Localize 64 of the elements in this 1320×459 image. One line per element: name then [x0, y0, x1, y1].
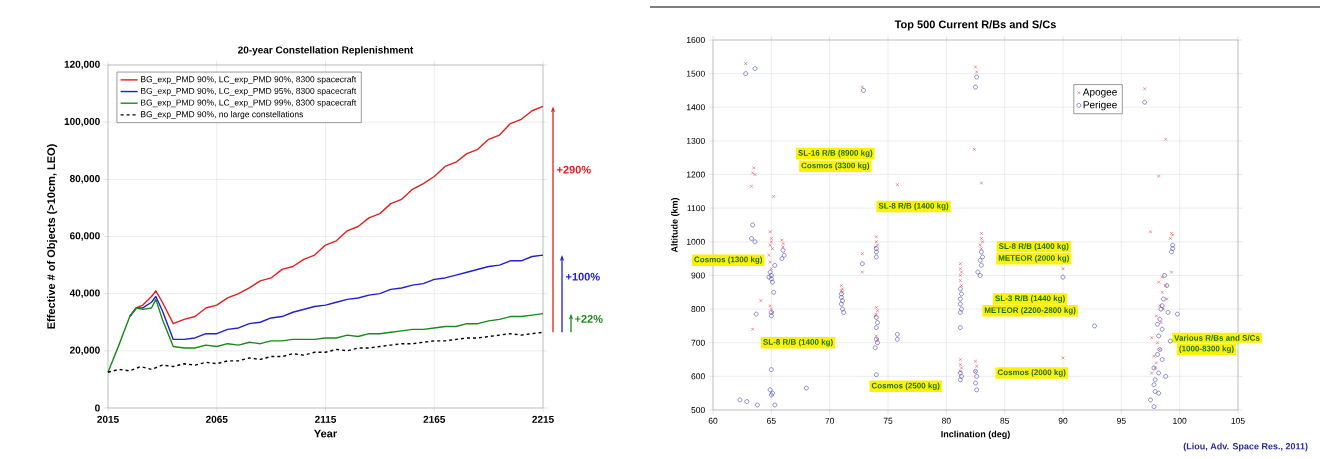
text: +290% [556, 165, 591, 174]
annotation: Cosmos (2500 kg) [871, 382, 940, 391]
y-tick-label: 60,000 [69, 232, 100, 241]
x-tick-label: 2165 [423, 415, 446, 423]
x-tick-label: 95 [1117, 417, 1126, 424]
x-tick-label: 90 [1058, 417, 1068, 424]
y-tick-label: 1400 [686, 104, 705, 111]
y-tick-label: 1300 [686, 137, 705, 144]
annotation: METEOR (2000 kg) [998, 254, 1069, 263]
annotation: Cosmos (1300 kg) [694, 256, 763, 264]
x-tick-label: 75 [883, 417, 893, 424]
x-tick-label: 60 [708, 417, 718, 424]
annotation: Various R/Bs and S/Cs [1174, 334, 1260, 341]
x-tick-label: 2015 [97, 415, 119, 423]
legend-label: Perigee [1083, 100, 1117, 111]
text: (Liou, Adv. Space Res., 2011) [1183, 442, 1308, 452]
y-tick-label: 1000 [686, 238, 705, 245]
y-tick-label: 1100 [687, 205, 705, 212]
y-tick-label: 800 [691, 306, 705, 313]
annotation: SL-16 R/B (8900 kg) [798, 149, 873, 158]
x-tick-label: 85 [1000, 417, 1010, 424]
legend-label: BG_exp_PMD 90%, LC_exp_PMD 90%, 8300 spacecraft [141, 76, 357, 84]
annotation: METEOR (2200-2800 kg) [984, 307, 1076, 315]
annotation: SL-8 R/B (1400 kg) [998, 243, 1069, 251]
x-tick-label: 70 [825, 417, 835, 424]
y-tick-label: 900 [691, 272, 705, 279]
x-tick-label: 105 [1231, 417, 1245, 424]
annotation: SL-3 R/B (1440 kg) [995, 295, 1065, 303]
y-tick-label: 1600 [686, 37, 705, 43]
y-tick-label: 600 [691, 373, 705, 380]
y-tick-label: 100,000 [64, 117, 100, 127]
annotation: SL-8 R/B (1400 kg) [763, 338, 833, 347]
y-axis-title: Effective # of Objects (>10cm, LEO) [46, 144, 58, 329]
chart-title: Top 500 Current R/Bs and S/Cs [894, 20, 1056, 31]
legend-label: BG_exp_PMD 90%, LC_exp_PMD 95%, 8300 spacecraft [141, 87, 357, 96]
annotation: Cosmos (2000 kg) [997, 369, 1066, 377]
y-tick-label: 0 [95, 404, 100, 412]
line-series [107, 331, 544, 373]
x-tick-label: 80 [941, 417, 951, 424]
x-tick-label: 2215 [532, 415, 554, 423]
y-tick-label: 700 [691, 339, 705, 346]
y-tick-label: 40,000 [69, 289, 100, 298]
x-axis-title: Inclination (deg) [941, 430, 1010, 440]
x-tick-label: 65 [767, 417, 776, 424]
legend-label: BG_exp_PMD 90%, LC_exp_PMD 99%, 8300 spacecraft [141, 99, 357, 108]
chart-title: 20-year Constellation Replenishment [238, 46, 414, 56]
y-tick-label: 500 [691, 407, 705, 413]
annotation: SL-8 R/B (1400 kg) [878, 202, 949, 211]
y-tick-label: 80,000 [69, 175, 100, 184]
x-tick-label: 100 [1173, 417, 1187, 424]
y-tick-label: 120,000 [64, 60, 100, 70]
y-tick-label: 20,000 [69, 346, 100, 356]
x-tick-label: 2115 [315, 415, 337, 423]
x-axis-title: Year [314, 429, 337, 438]
annotation: (1000-8300 kg) [1179, 345, 1234, 354]
y-tick-label: 1500 [686, 70, 705, 77]
y-axis-title: Altitude (km) [671, 197, 680, 253]
y-tick-label: 1200 [686, 171, 705, 178]
text: +22% [574, 315, 603, 323]
legend-label: Apogee [1082, 88, 1117, 98]
x-tick-label: 2065 [205, 415, 228, 423]
annotation: Cosmos (3300 kg) [801, 162, 870, 170]
legend-label: BG_exp_PMD 90%, no large constellations [141, 111, 304, 119]
text: +100% [565, 272, 600, 281]
